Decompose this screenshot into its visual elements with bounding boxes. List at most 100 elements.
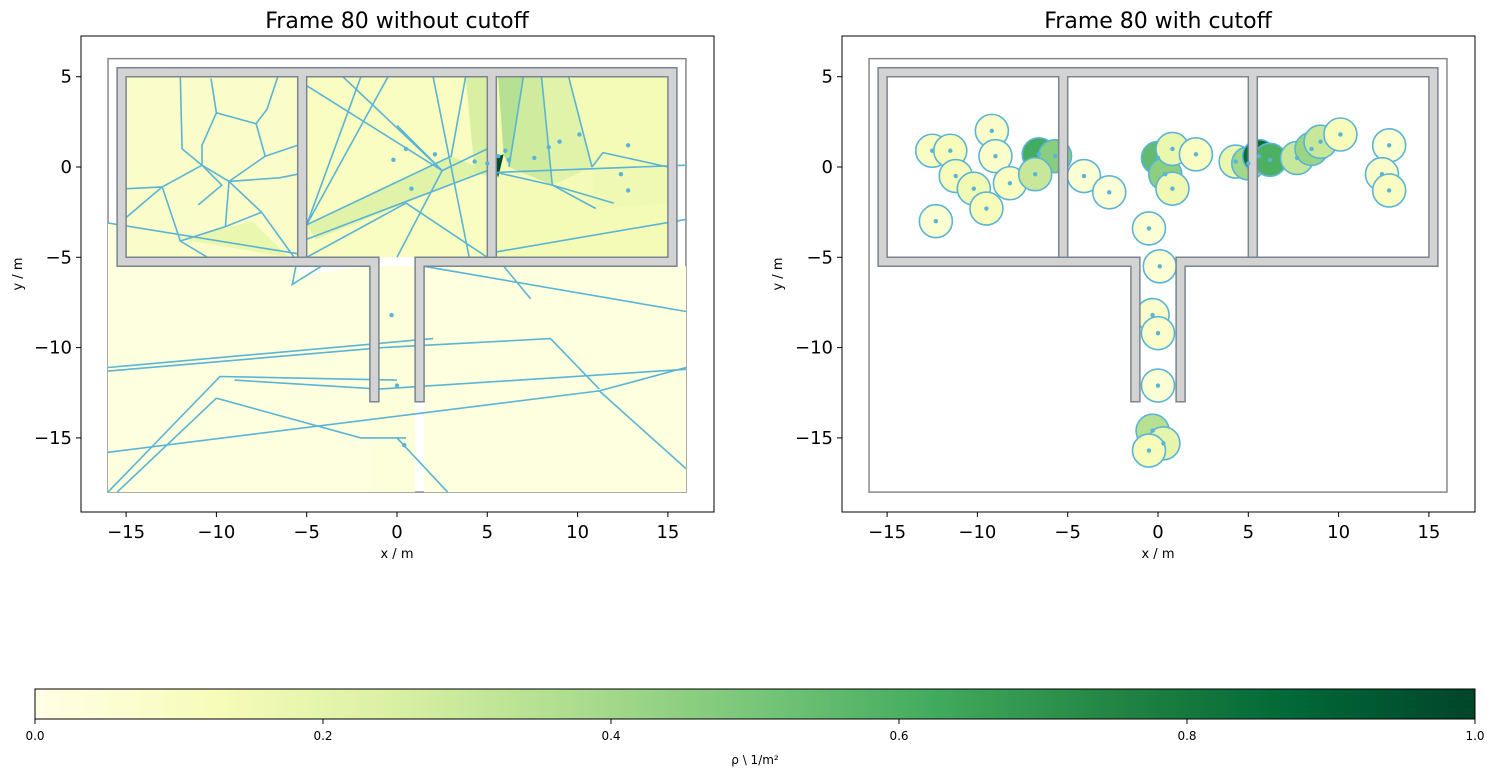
voronoi-edge <box>260 211 295 258</box>
voronoi-edge <box>179 240 208 258</box>
voronoi-cell <box>592 167 668 209</box>
pedestrian-point <box>391 157 396 162</box>
pedestrian-point <box>1386 143 1392 148</box>
voronoi-edge <box>305 76 362 226</box>
right-plot-title: Frame 80 with cutoff <box>1044 9 1272 34</box>
voronoi-edge <box>567 76 593 168</box>
voronoi-edge <box>107 222 298 255</box>
x-tick-label: −10 <box>197 522 235 543</box>
pedestrian-point <box>403 146 409 152</box>
colorbar-tick-label: 1.0 <box>1465 729 1484 743</box>
pedestrian-point <box>394 383 400 388</box>
x-tick-label: 0 <box>391 522 402 543</box>
wall <box>877 66 1439 403</box>
voronoi-edge <box>228 173 298 183</box>
voronoi-cell <box>306 156 488 240</box>
voronoi-edge <box>107 375 398 493</box>
pedestrian-point <box>1150 312 1155 318</box>
colorbar-gradient <box>34 688 1476 720</box>
pedestrian-point <box>1155 155 1161 161</box>
pedestrian-point <box>506 157 512 162</box>
x-tick-label: 10 <box>566 522 589 543</box>
voronoi-edge <box>179 76 203 166</box>
voronoi-edge <box>107 337 600 390</box>
voronoi-edge <box>598 390 687 470</box>
pedestrian-point <box>1170 146 1175 152</box>
x-tick-label: 10 <box>1327 522 1350 543</box>
pedestrian-point <box>1155 383 1161 388</box>
pedestrian-point <box>618 172 624 177</box>
left-plot-title: Frame 80 without cutoff <box>265 9 529 34</box>
y-tick-label: 5 <box>822 67 833 88</box>
y-tick-label: −15 <box>795 428 833 449</box>
voronoi-edge <box>342 76 443 172</box>
outer-boundary <box>868 57 1448 493</box>
voronoi-edge <box>216 397 406 439</box>
voronoi-edge <box>591 151 669 168</box>
x-tick-label: −5 <box>1054 522 1081 543</box>
x-tick-label: 5 <box>1243 522 1254 543</box>
pedestrian-point <box>948 148 953 153</box>
left-plot-panel: Frame 80 without cutoff −15 −10 −5 0 5 10 15 5 0… <box>11 9 715 562</box>
right-plot-panel: Frame 80 with cutoff −15 −10 −5 0 5 10 1550−5−… <box>771 9 1476 562</box>
pedestrian-point <box>409 186 414 191</box>
y-tick-label: 0 <box>822 157 833 178</box>
pedestrian-point <box>1146 226 1152 231</box>
pedestrian-point <box>1170 186 1175 191</box>
pedestrian-point <box>1036 152 1042 157</box>
pedestrian-point <box>1032 172 1038 177</box>
pedestrian-point <box>1246 161 1251 166</box>
left-plot-ticks: −15 −10 −5 0 5 10 15 5 0 −5 −10 −15 <box>34 67 679 543</box>
pedestrian-point <box>1155 330 1161 336</box>
x-tick-label: 0 <box>1152 522 1163 543</box>
colorbar-tick-label: 0.8 <box>1177 729 1196 743</box>
pedestrian-point <box>1081 173 1087 179</box>
voronoi-edge <box>125 186 163 219</box>
voronoi-edge <box>540 76 554 186</box>
colorbar-tick-label: 0.0 <box>25 729 44 743</box>
pedestrian-point <box>1318 139 1323 144</box>
voronoi-edge <box>264 144 298 157</box>
pedestrian-point <box>1107 190 1112 195</box>
pedestrian-point <box>1157 264 1163 269</box>
colorbar-tick-label: 0.4 <box>601 729 620 743</box>
voronoi-edge <box>201 111 267 183</box>
voronoi-cell <box>369 266 416 493</box>
pedestrian-point <box>546 144 551 150</box>
colorbar-tick-label: 0.6 <box>889 729 908 743</box>
x-tick-label: 15 <box>656 522 679 543</box>
pedestrian-point <box>625 188 631 193</box>
pedestrian-point <box>1163 172 1168 177</box>
pedestrian-point <box>930 148 935 153</box>
left-xlabel: x / m <box>380 547 413 562</box>
pedestrian-point <box>389 312 394 318</box>
voronoi-cell <box>541 76 592 186</box>
left-plot-content <box>107 57 687 493</box>
voronoi-edge <box>423 265 687 313</box>
pedestrian-point <box>1146 448 1152 453</box>
voronoi-cell <box>126 76 298 258</box>
voronoi-edge <box>551 184 597 210</box>
pedestrian-point <box>1193 152 1199 157</box>
x-tick-label: 5 <box>482 522 493 543</box>
left-ylabel: y / m <box>11 257 26 290</box>
voronoi-edge <box>255 76 279 125</box>
y-tick-label: −15 <box>34 428 72 449</box>
y-tick-label: 5 <box>61 67 72 88</box>
voronoi-edge <box>210 78 218 113</box>
pedestrian-point <box>984 206 989 211</box>
pedestrian-point <box>1294 155 1300 161</box>
right-xlabel: x / m <box>1141 547 1174 562</box>
voronoi-edge <box>496 218 687 253</box>
voronoi-edge <box>432 76 470 258</box>
pedestrian-point <box>1338 132 1343 137</box>
pedestrian-point <box>1052 153 1058 159</box>
pedestrian-point <box>1267 157 1273 162</box>
voronoi-edge <box>306 76 467 226</box>
pedestrian-point <box>495 153 501 159</box>
right-ylabel: y / m <box>771 257 786 290</box>
x-tick-label: 15 <box>1417 522 1440 543</box>
voronoi-edge <box>508 76 525 168</box>
y-tick-label: −10 <box>34 338 72 359</box>
